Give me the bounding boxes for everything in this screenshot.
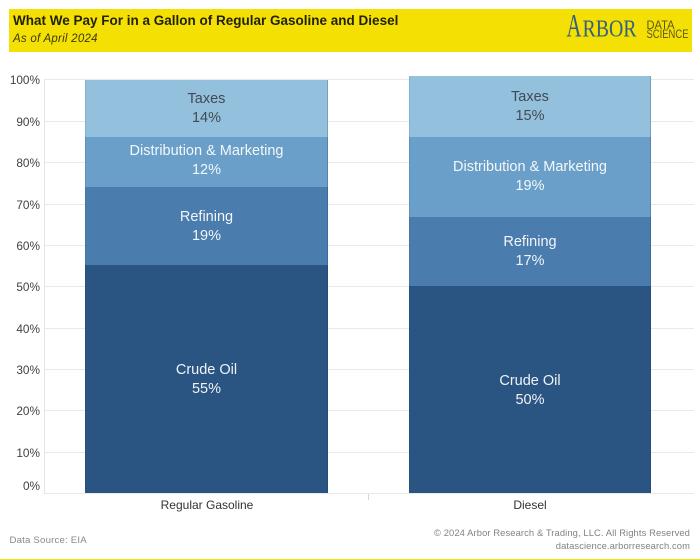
svg-text:DATA: DATA xyxy=(647,20,675,32)
svg-text:A: A xyxy=(567,9,582,45)
svg-text:RBOR: RBOR xyxy=(583,17,637,43)
svg-text:SCIENCE: SCIENCE xyxy=(647,29,689,41)
